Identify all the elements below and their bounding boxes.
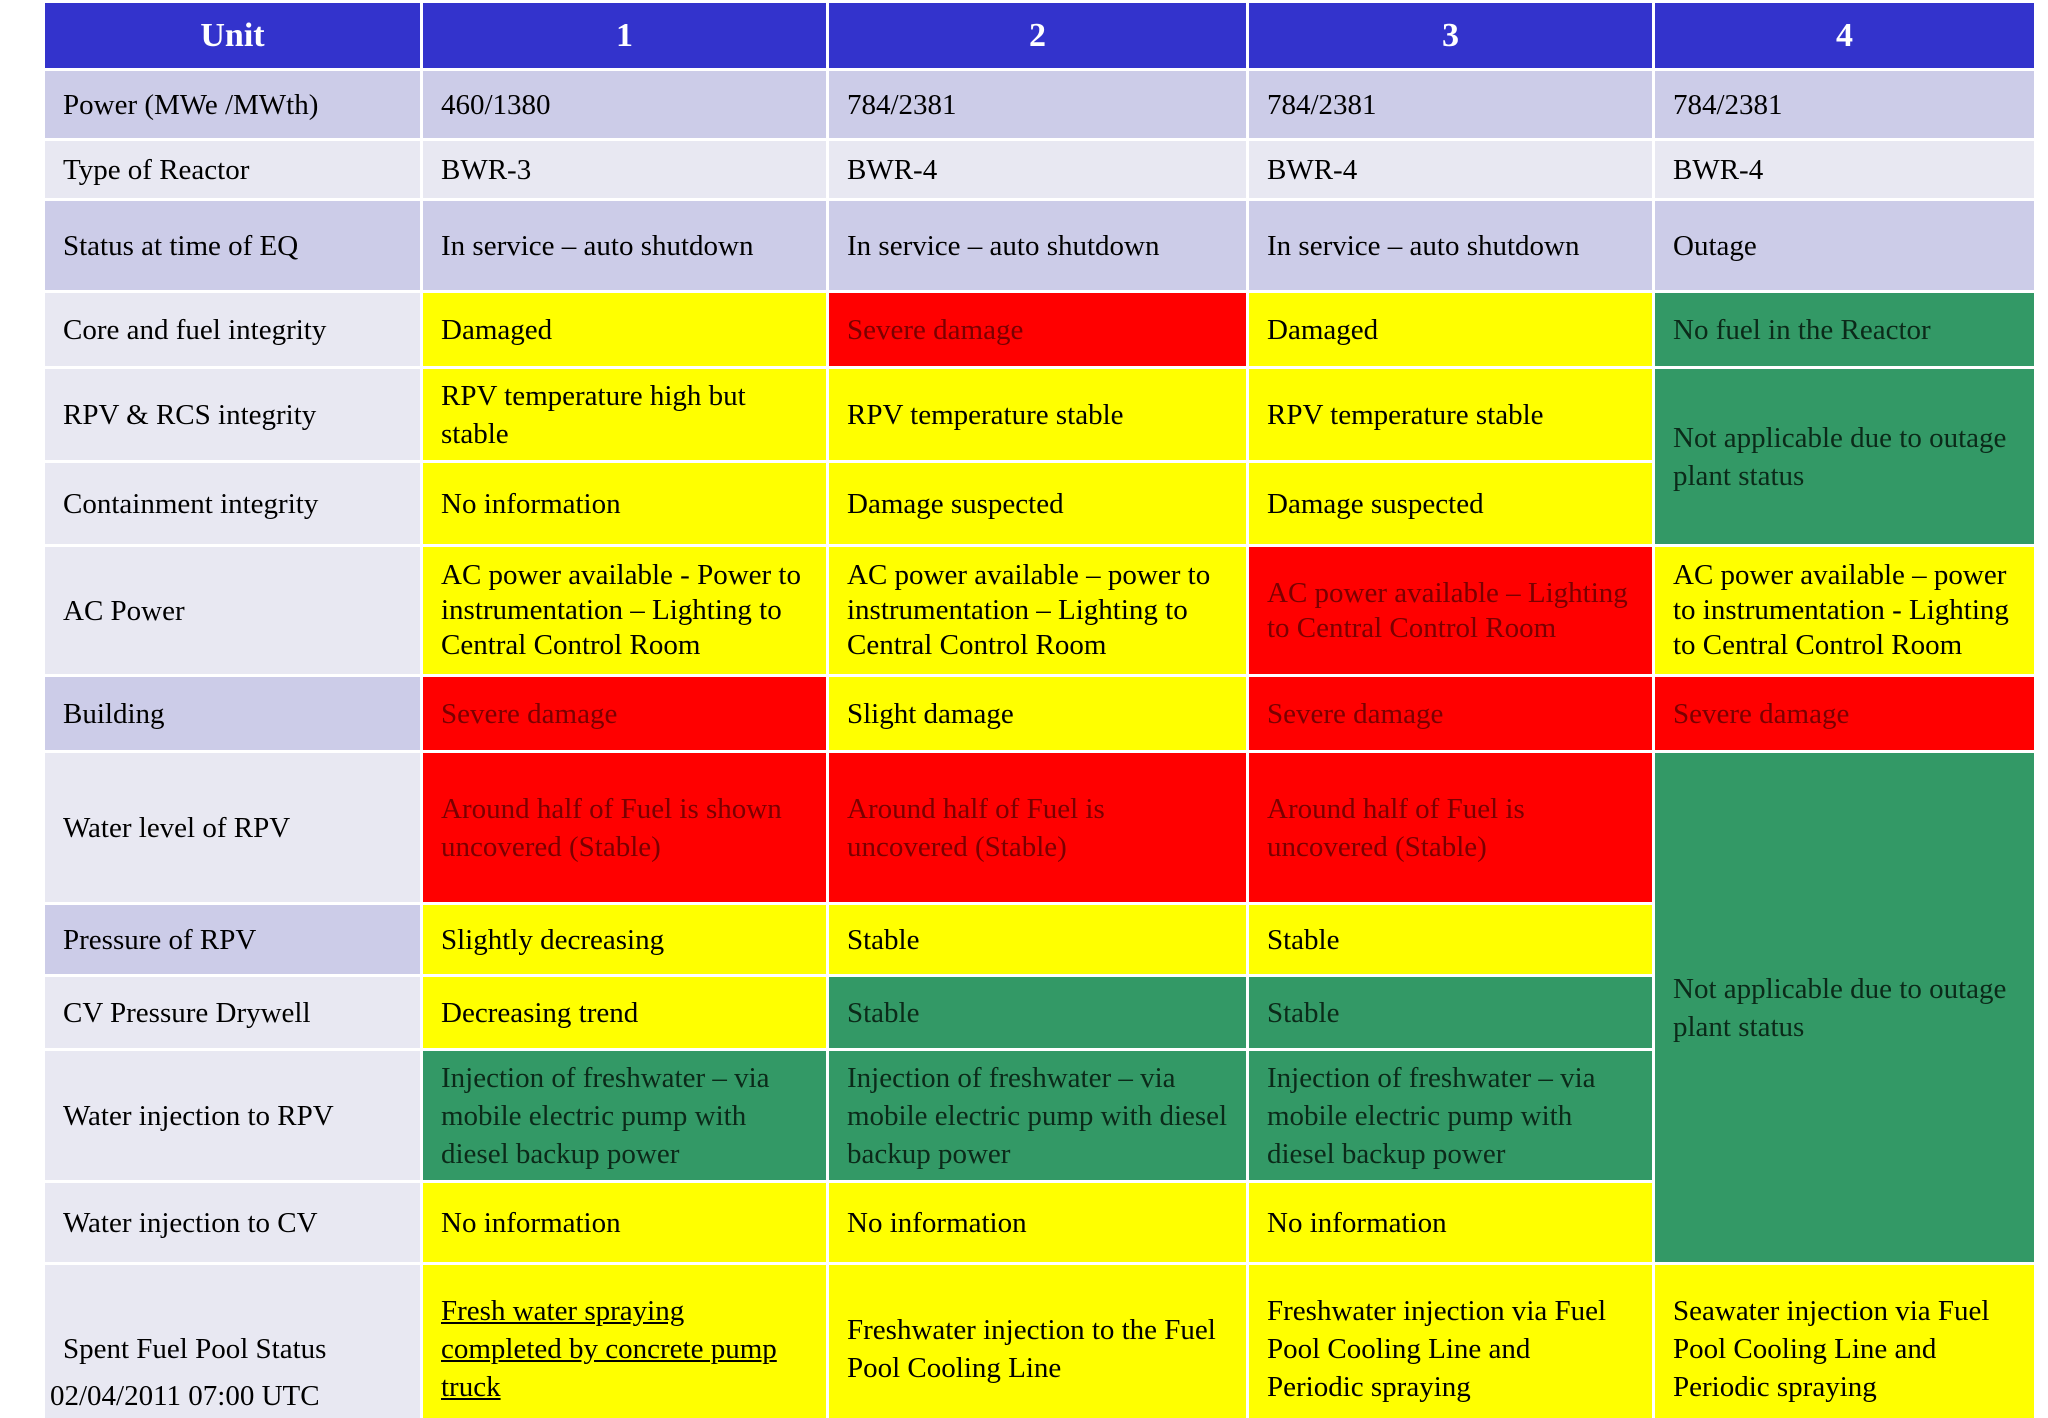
row-label: Type of Reactor [42, 138, 423, 201]
row-label: Water injection to CV [42, 1180, 423, 1265]
row-label: RPV & RCS integrity [42, 366, 423, 463]
unit-4-header: 4 [1652, 0, 2037, 71]
row-label: Status at time of EQ [42, 198, 423, 293]
cell-unit-2: Severe damage [826, 290, 1249, 369]
cell-unit-1: Injection of freshwater – via mobile ele… [420, 1048, 829, 1183]
cell-unit-2: Damage suspected [826, 460, 1249, 547]
cell-unit-3: No information [1246, 1180, 1655, 1265]
footer-date: 02/04/2011 07:00 UTC [50, 1378, 326, 1414]
cell-unit-3: Injection of freshwater – via mobile ele… [1246, 1048, 1655, 1183]
core-fuel-row: Core and fuel integrity Damaged Severe d… [42, 290, 2037, 369]
cell-unit-1: In service – auto shutdown [420, 198, 829, 293]
cell-unit-3: AC power available – Lighting to Central… [1246, 544, 1655, 677]
row-label: Containment integrity [42, 460, 423, 547]
cell-unit-1: Fresh water spraying completed by concre… [420, 1262, 829, 1418]
cell-unit-3: Stable [1246, 974, 1655, 1051]
cell-unit-2: AC power available – power to instrument… [826, 544, 1249, 677]
unit-1-header: 1 [420, 0, 829, 71]
reactor-type-row: Type of Reactor BWR-3 BWR-4 BWR-4 BWR-4 [42, 138, 2037, 201]
cell-unit-2: 784/2381 [826, 68, 1249, 141]
cell-unit-3: RPV temperature stable [1246, 366, 1655, 463]
cell-unit-2: BWR-4 [826, 138, 1249, 201]
cell-unit-2: No information [826, 1180, 1249, 1265]
unit-2-header: 2 [826, 0, 1249, 71]
cell-unit-4: BWR-4 [1652, 138, 2037, 201]
cell-unit-4: Not applicable due to outage plant statu… [1652, 366, 2037, 547]
cell-unit-3: Stable [1246, 902, 1655, 977]
cell-unit-2: In service – auto shutdown [826, 198, 1249, 293]
ac-power-row: AC Power AC power available - Power to i… [42, 544, 2037, 677]
power-row: Power (MWe /MWth) 460/1380 784/2381 784/… [42, 68, 2037, 141]
containment-row: Containment integrity No information Dam… [42, 460, 2036, 547]
cell-unit-4: Seawater injection via Fuel Pool Cooling… [1652, 1262, 2037, 1418]
rpv-rcs-row: RPV & RCS integrity RPV temperature high… [42, 366, 2037, 547]
row-label: Core and fuel integrity [42, 290, 423, 369]
cell-unit-3: Severe damage [1246, 674, 1655, 753]
cell-unit-2: Slight damage [826, 674, 1249, 753]
water-injection-cv-row: Water injection to CV No information No … [42, 1180, 2036, 1265]
cell-unit-2: Stable [826, 902, 1249, 977]
cell-unit-4: AC power available – power to instrument… [1652, 544, 2037, 677]
cell-unit-2: Freshwater injection to the Fuel Pool Co… [826, 1262, 1249, 1418]
cell-unit-3: Damaged [1246, 290, 1655, 369]
cell-unit-1: Damaged [420, 290, 829, 369]
cell-unit-1: Around half of Fuel is shown uncovered (… [420, 750, 829, 905]
cell-unit-1: Severe damage [420, 674, 829, 753]
pressure-rpv-row: Pressure of RPV Slightly decreasing Stab… [42, 902, 2036, 977]
cell-unit-3: BWR-4 [1246, 138, 1655, 201]
cell-unit-3: In service – auto shutdown [1246, 198, 1655, 293]
cell-unit-1: Slightly decreasing [420, 902, 829, 977]
building-row: Building Severe damage Slight damage Sev… [42, 674, 2037, 753]
cell-unit-3: Damage suspected [1246, 460, 1655, 547]
cell-unit-4: Severe damage [1652, 674, 2037, 753]
row-label: CV Pressure Drywell [42, 974, 423, 1051]
cell-unit-2: Around half of Fuel is uncovered (Stable… [826, 750, 1249, 905]
cell-unit-1: RPV temperature high but stable [420, 366, 829, 463]
cell-unit-4: Not applicable due to outage plant statu… [1652, 750, 2037, 1265]
cell-unit-2: RPV temperature stable [826, 366, 1249, 463]
cell-unit-1: Decreasing trend [420, 974, 829, 1051]
cell-unit-3: Around half of Fuel is uncovered (Stable… [1246, 750, 1655, 905]
water-injection-rpv-row: Water injection to RPV Injection of fres… [42, 1048, 2036, 1183]
spent-fuel-row: Spent Fuel Pool Status Fresh water spray… [42, 1262, 2037, 1418]
cell-unit-3: Freshwater injection via Fuel Pool Cooli… [1246, 1262, 1655, 1418]
cv-pressure-row: CV Pressure Drywell Decreasing trend Sta… [42, 974, 2036, 1051]
row-label: Building [42, 674, 423, 753]
status-eq-row: Status at time of EQ In service – auto s… [42, 198, 2037, 293]
cell-unit-1: AC power available - Power to instrument… [420, 544, 829, 677]
cell-unit-4: Outage [1652, 198, 2037, 293]
cell-unit-2: Injection of freshwater – via mobile ele… [826, 1048, 1249, 1183]
unit-header: Unit [42, 0, 423, 71]
cell-unit-1: BWR-3 [420, 138, 829, 201]
cell-unit-2: Stable [826, 974, 1249, 1051]
header-row: Unit 1 2 3 4 [42, 0, 2037, 71]
unit-3-header: 3 [1246, 0, 1655, 71]
water-level-row: Water level of RPV Around half of Fuel i… [42, 750, 2037, 1265]
row-label: Power (MWe /MWth) [42, 68, 423, 141]
cell-unit-1: No information [420, 460, 829, 547]
cell-unit-3: 784/2381 [1246, 68, 1655, 141]
plant-status-table: Unit 1 2 3 4 Power (MWe /MWth) 460/1380 … [42, 0, 2037, 1418]
cell-unit-1: 460/1380 [420, 68, 829, 141]
row-label: Pressure of RPV [42, 902, 423, 977]
cell-unit-4: No fuel in the Reactor [1652, 290, 2037, 369]
cell-unit-1: No information [420, 1180, 829, 1265]
row-label: Water injection to RPV [42, 1048, 423, 1183]
cell-unit-4: 784/2381 [1652, 68, 2037, 141]
row-label: Water level of RPV [42, 750, 423, 905]
row-label: AC Power [42, 544, 423, 677]
